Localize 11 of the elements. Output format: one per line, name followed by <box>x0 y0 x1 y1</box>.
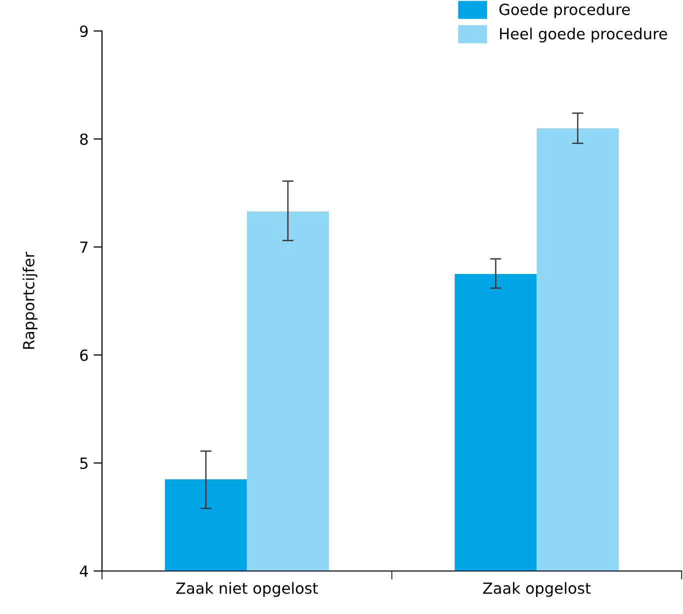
x-tick-label: Zaak opgelost <box>483 582 591 597</box>
y-tick-label: 7 <box>80 242 88 253</box>
x-tick-label: Zaak niet opgelost <box>176 582 318 597</box>
y-tick-label: 8 <box>80 133 88 146</box>
y-tick-label: 4 <box>80 566 88 577</box>
y-axis-title: Rapportcijfer <box>22 252 38 349</box>
y-tick-label: 5 <box>80 458 88 470</box>
y-tick-label: 6 <box>80 349 88 362</box>
legend-label: Goede procedure <box>499 3 630 18</box>
legend-label: Heel goede procedure <box>500 28 668 42</box>
y-tick-label: 9 <box>80 25 88 38</box>
